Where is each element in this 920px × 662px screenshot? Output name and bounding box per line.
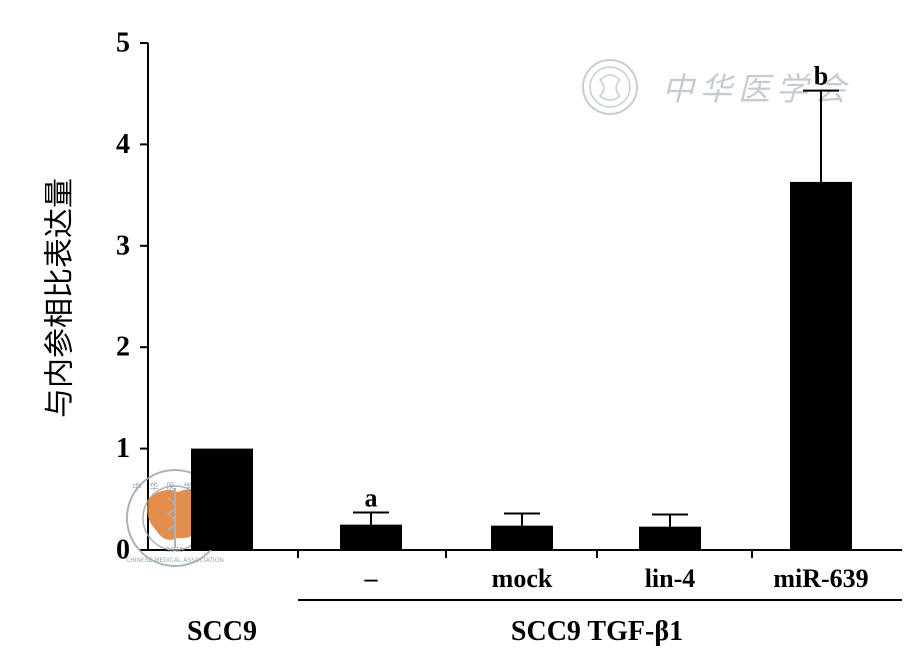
group-label-control: SCC9 xyxy=(187,616,257,647)
y-tick-label: 5 xyxy=(116,28,130,59)
significance-label: b xyxy=(814,62,828,91)
y-tick-label: 0 xyxy=(116,535,130,566)
significance-label: a xyxy=(365,483,378,512)
annotations: ab xyxy=(365,62,829,513)
y-tick-label: 2 xyxy=(116,332,130,363)
watermark-seal-top xyxy=(582,59,638,115)
bar xyxy=(491,525,553,550)
category-label: miR-639 xyxy=(773,564,868,593)
y-tick-label: 3 xyxy=(116,230,130,261)
bar xyxy=(639,526,701,550)
category-label: mock xyxy=(492,564,553,593)
category-label: – xyxy=(364,564,379,593)
category-labels: – mock lin-4 miR-639 xyxy=(364,564,869,593)
seal-bottom-text: CHINESE MEDICAL ASSOCIATION xyxy=(126,557,224,564)
x-ticks xyxy=(297,550,753,558)
seal-year: 1915 xyxy=(166,546,184,554)
bar xyxy=(340,524,402,550)
watermark-text: 中华医学会 xyxy=(662,71,852,107)
y-tick-label: 1 xyxy=(116,433,130,464)
y-ticks: 0 1 2 3 4 5 xyxy=(116,28,148,566)
seal-top-text: 中华医学会 xyxy=(132,481,217,493)
bars xyxy=(191,181,852,550)
bar xyxy=(191,448,253,550)
group-label-treated: SCC9 TGF-β1 xyxy=(511,616,683,647)
y-axis-label: 与内参相比表达量 xyxy=(43,178,78,418)
error-bars xyxy=(353,89,839,527)
category-label: lin-4 xyxy=(645,564,696,593)
bar xyxy=(790,181,852,550)
y-tick-label: 4 xyxy=(116,129,130,160)
